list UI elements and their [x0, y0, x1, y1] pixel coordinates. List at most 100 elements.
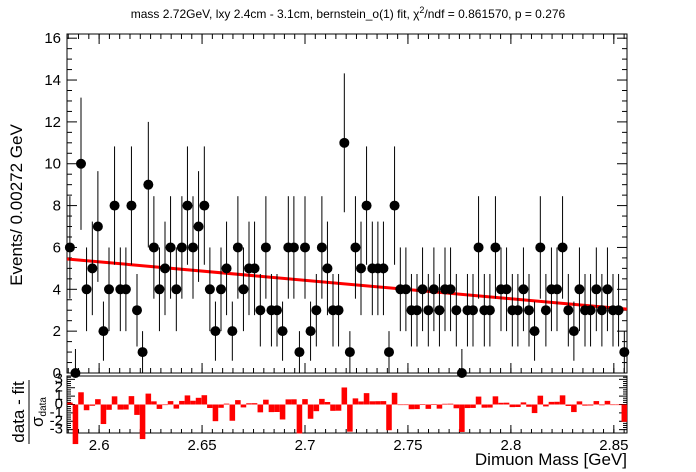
pull-bar [207, 404, 213, 409]
pull-bar [391, 392, 398, 405]
pull-bar [414, 404, 420, 410]
data-point [339, 137, 350, 148]
pull-bar [487, 404, 493, 408]
pull-bar [302, 399, 308, 405]
data-point [518, 284, 529, 295]
data-point [384, 347, 394, 358]
pull-bar [419, 404, 426, 405]
pull-bar [67, 402, 73, 405]
data-point [563, 305, 574, 316]
pull-bar [526, 404, 532, 407]
y-tick-label: 8 [53, 198, 61, 215]
data-point [412, 305, 422, 316]
y-tick-label: 16 [44, 30, 61, 47]
pull-bar [341, 387, 348, 405]
data-point [529, 326, 540, 337]
pull-bar [257, 404, 264, 413]
data-point [619, 347, 630, 358]
data-point [305, 326, 316, 337]
pull-y-label-bottom: σdata [28, 397, 49, 427]
pull-bar [95, 399, 101, 405]
pull-bar [397, 404, 404, 406]
pull-bar [117, 404, 124, 410]
pull-bar [246, 403, 252, 405]
data-point [333, 305, 344, 316]
y-tick-label: 12 [44, 114, 61, 131]
data-point [540, 305, 551, 316]
pull-bar [431, 403, 437, 405]
data-point [176, 242, 187, 253]
data-point [210, 326, 221, 337]
data-point [232, 242, 243, 253]
data-point [255, 305, 266, 316]
data-point [288, 242, 299, 253]
pull-bar [83, 404, 90, 411]
pull-bar [459, 404, 465, 432]
data-point [350, 242, 361, 253]
data-point [160, 263, 170, 274]
pull-bar [548, 401, 555, 405]
data-point [109, 200, 120, 211]
pull-bar [599, 404, 605, 406]
x-tick-label: 2.7 [295, 437, 316, 454]
pull-bar [291, 399, 297, 405]
pull-bar [324, 402, 331, 405]
data-point [171, 284, 182, 295]
pull-bar [610, 404, 616, 406]
data-point [613, 305, 624, 316]
data-point [249, 263, 260, 274]
data-point [484, 305, 495, 316]
pull-bar [425, 404, 432, 409]
pull-y-label-top: data - fit [9, 381, 28, 443]
data-point [64, 242, 75, 253]
data-point [316, 242, 327, 253]
pull-bar [145, 393, 152, 405]
pull-bar [184, 395, 191, 405]
pull-bar [520, 402, 527, 405]
pull-bar [475, 396, 482, 405]
data-point [165, 242, 176, 253]
x-axis-label: Dimuon Mass [GeV] [475, 450, 627, 469]
pull-bar [615, 404, 622, 406]
pull-bar [492, 396, 499, 405]
data-point [238, 284, 249, 295]
pull-bar [319, 398, 325, 405]
pull-bar [223, 403, 230, 405]
data-point [428, 284, 439, 295]
pull-bar [369, 401, 376, 405]
pull-bar [436, 404, 443, 409]
pull-bar [279, 404, 286, 420]
x-tick-label: 2.65 [187, 437, 216, 454]
pull-bar [195, 397, 202, 405]
data-point [501, 284, 512, 295]
pull-bar [263, 399, 269, 405]
data-point [417, 284, 428, 295]
pull-bar [218, 404, 224, 408]
pull-bar [587, 404, 594, 406]
pull-bar [134, 404, 140, 415]
pull-bar [559, 395, 566, 405]
pull-bar [139, 404, 146, 440]
pull-bar [179, 400, 185, 405]
data-point [434, 305, 445, 316]
data-point [344, 347, 355, 358]
data-point [591, 284, 602, 295]
data-point [98, 326, 109, 337]
data-point [596, 305, 607, 316]
pull-bar [111, 396, 118, 405]
pull-bar [582, 404, 588, 406]
data-point [81, 284, 92, 295]
data-point [557, 242, 568, 253]
data-point [468, 305, 478, 316]
pull-bar [537, 395, 544, 405]
pull-bar [554, 401, 560, 405]
data-point [400, 284, 411, 295]
pull-bar [89, 404, 96, 406]
pull-bar [498, 402, 504, 405]
pull-bar [268, 404, 275, 413]
pull-y-tick-label: -3 [50, 421, 63, 438]
data-point [260, 242, 271, 253]
pull-bar [285, 399, 292, 405]
pull-bar [447, 403, 454, 405]
data-point [585, 305, 596, 316]
